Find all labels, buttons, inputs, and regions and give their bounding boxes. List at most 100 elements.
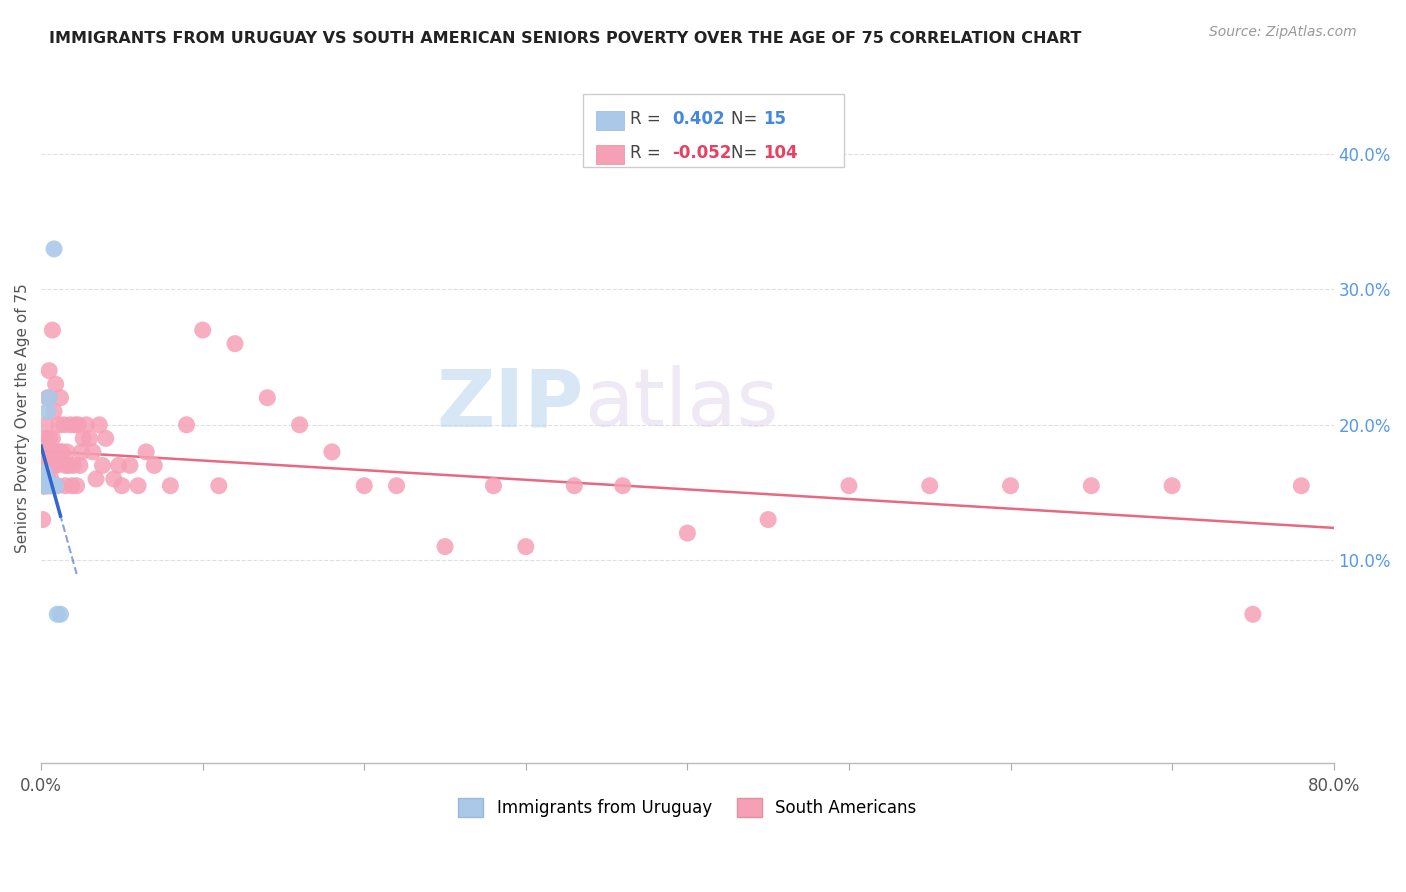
Text: atlas: atlas: [583, 365, 779, 443]
Point: [82, 445, 104, 459]
Point: [35, 431, 58, 445]
Point: [35, 472, 58, 486]
Point: [1000, 479, 1022, 493]
Point: [56, 445, 79, 459]
Point: [38, 479, 60, 493]
Point: [31, 479, 53, 493]
Point: [103, 472, 125, 486]
Text: 104: 104: [763, 144, 799, 161]
Point: [1161, 479, 1184, 493]
Text: N=: N=: [731, 110, 762, 128]
Point: [52, 417, 75, 432]
Point: [45, 377, 67, 392]
Point: [46, 607, 69, 622]
Point: [34, 479, 56, 493]
Point: [1080, 479, 1102, 493]
Point: [38, 458, 60, 473]
Point: [45, 458, 67, 473]
Point: [49, 607, 72, 622]
Point: [31, 479, 53, 493]
Text: 15: 15: [763, 110, 786, 128]
Point: [176, 417, 198, 432]
Point: [41, 431, 63, 445]
Point: [31, 479, 53, 493]
Point: [70, 445, 93, 459]
Point: [67, 417, 90, 432]
Point: [1291, 479, 1313, 493]
Point: [39, 479, 62, 493]
Point: [35, 417, 58, 432]
Point: [38, 364, 60, 378]
Point: [49, 445, 72, 459]
Point: [39, 458, 62, 473]
Point: [35, 472, 58, 486]
Point: [37, 404, 59, 418]
Point: [84, 472, 107, 486]
Text: IMMIGRANTS FROM URUGUAY VS SOUTH AMERICAN SENIORS POVERTY OVER THE AGE OF 75 COR: IMMIGRANTS FROM URUGUAY VS SOUTH AMERICA…: [49, 31, 1081, 46]
Point: [37, 479, 59, 493]
Point: [31, 479, 53, 493]
Point: [37, 479, 59, 493]
Point: [756, 512, 779, 526]
Point: [34, 479, 56, 493]
Point: [60, 479, 83, 493]
Point: [49, 391, 72, 405]
Text: N=: N=: [731, 144, 762, 161]
Point: [288, 417, 311, 432]
Point: [37, 391, 59, 405]
Point: [39, 479, 62, 493]
Point: [256, 391, 278, 405]
Point: [676, 526, 699, 541]
Point: [53, 479, 76, 493]
Point: [191, 323, 214, 337]
Point: [89, 417, 111, 432]
Point: [31, 512, 53, 526]
Text: ZIP: ZIP: [437, 365, 583, 443]
Point: [127, 479, 149, 493]
Point: [42, 458, 65, 473]
Point: [46, 479, 69, 493]
Point: [35, 472, 58, 486]
Point: [35, 479, 58, 493]
Point: [34, 465, 56, 479]
Point: [515, 540, 537, 554]
Point: [135, 445, 157, 459]
Point: [34, 479, 56, 493]
Point: [75, 417, 97, 432]
Point: [434, 540, 457, 554]
Point: [1241, 607, 1264, 622]
Point: [42, 404, 65, 418]
Point: [118, 458, 141, 473]
Point: [42, 242, 65, 256]
Point: [53, 458, 76, 473]
Point: [58, 458, 80, 473]
Point: [224, 336, 246, 351]
Point: [66, 479, 89, 493]
Legend: Immigrants from Uruguay, South Americans: Immigrants from Uruguay, South Americans: [451, 792, 924, 824]
Point: [91, 458, 114, 473]
Text: R =: R =: [630, 144, 666, 161]
Point: [38, 391, 60, 405]
Point: [34, 479, 56, 493]
Point: [34, 458, 56, 473]
Point: [562, 479, 585, 493]
Point: [35, 479, 58, 493]
Point: [38, 431, 60, 445]
Point: [321, 445, 343, 459]
Point: [31, 479, 53, 493]
Text: -0.052: -0.052: [672, 144, 731, 161]
Point: [48, 417, 70, 432]
Point: [838, 479, 860, 493]
Point: [107, 458, 129, 473]
Point: [111, 479, 134, 493]
Point: [41, 323, 63, 337]
Point: [612, 479, 634, 493]
Point: [59, 417, 82, 432]
Point: [46, 445, 69, 459]
Text: 0.402: 0.402: [672, 110, 724, 128]
Text: Source: ZipAtlas.com: Source: ZipAtlas.com: [1209, 25, 1357, 39]
Point: [385, 479, 408, 493]
Point: [72, 431, 94, 445]
Point: [37, 458, 59, 473]
Point: [35, 445, 58, 459]
